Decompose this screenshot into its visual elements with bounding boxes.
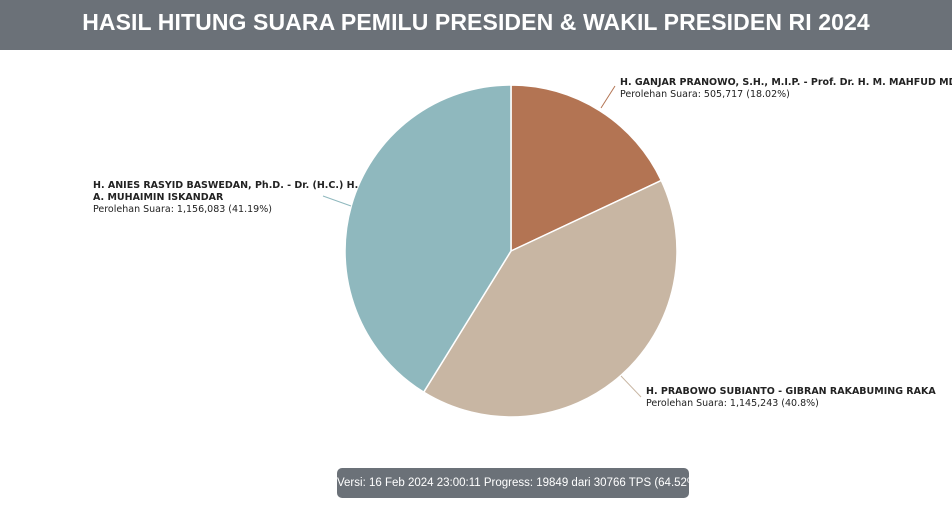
slice-label-value-1: Perolehan Suara: 505,717 (18.02%) bbox=[620, 89, 790, 100]
pie-slice-3[interactable] bbox=[344, 84, 512, 394]
pie-slice-2[interactable] bbox=[422, 179, 678, 418]
chart-area: H. GANJAR PRANOWO, S.H., M.I.P. - Prof. … bbox=[0, 50, 952, 518]
slice-label-name-1: H. GANJAR PRANOWO, S.H., M.I.P. - Prof. … bbox=[620, 77, 952, 88]
version-progress-badge: Versi: 16 Feb 2024 23:00:11 Progress: 19… bbox=[337, 468, 701, 498]
page-title: HASIL HITUNG SUARA PEMILU PRESIDEN & WAK… bbox=[82, 9, 870, 35]
pie-chart: H. GANJAR PRANOWO, S.H., M.I.P. - Prof. … bbox=[93, 77, 952, 418]
pie-slice-1[interactable] bbox=[510, 84, 663, 253]
slice-label-value-2: Perolehan Suara: 1,145,243 (40.8%) bbox=[646, 398, 819, 409]
header-bar: HASIL HITUNG SUARA PEMILU PRESIDEN & WAK… bbox=[0, 0, 952, 50]
slice-label-name-2: H. PRABOWO SUBIANTO - GIBRAN RAKABUMING … bbox=[646, 386, 936, 397]
slice-label-name-3: H. ANIES RASYID BASWEDAN, Ph.D. - Dr. (H… bbox=[93, 180, 358, 191]
slice-label-value-3: Perolehan Suara: 1,156,083 (41.19%) bbox=[93, 204, 272, 215]
leader-line-2 bbox=[620, 375, 642, 398]
slice-label-name-3: A. MUHAIMIN ISKANDAR bbox=[93, 192, 224, 203]
leader-line-1 bbox=[600, 85, 616, 109]
leader-line-3 bbox=[322, 195, 352, 207]
